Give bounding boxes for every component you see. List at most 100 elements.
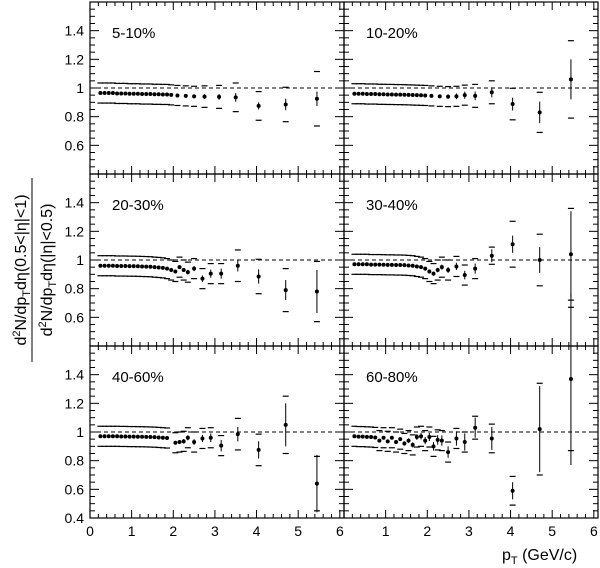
data-point <box>140 264 145 269</box>
data-point <box>98 91 103 96</box>
data-point <box>381 262 386 267</box>
data-point <box>148 92 153 97</box>
data-point <box>177 440 182 445</box>
data-point <box>256 103 261 108</box>
x-tick-label: 5 <box>548 523 556 539</box>
y-tick-label: 1.2 <box>65 51 85 67</box>
data-point <box>192 266 197 271</box>
data-point <box>406 263 411 268</box>
data-point <box>389 435 394 440</box>
y-tick-label: 1.4 <box>65 23 85 39</box>
centrality-label: 30-40% <box>366 197 418 214</box>
data-point <box>183 93 188 98</box>
x-tick-label: 1 <box>382 523 390 539</box>
data-point <box>148 435 153 440</box>
data-point <box>102 434 107 439</box>
data-point <box>110 434 115 439</box>
y-tick-label: 0.4 <box>65 510 85 526</box>
y-tick-label: 1 <box>76 252 84 268</box>
y-den-rest: dη(|η|<0.5) <box>39 204 56 281</box>
y-tick-label: 0.6 <box>65 481 85 497</box>
data-point <box>431 271 436 276</box>
data-point <box>123 91 128 96</box>
data-point <box>394 440 399 445</box>
data-point <box>373 435 378 440</box>
data-point <box>406 438 411 443</box>
data-point <box>140 92 145 97</box>
data-point <box>144 92 149 97</box>
panels-group: 5-10% 0.6 0.8 1 1.2 1.4 10-20% 20-30% 0.6 0.8 1 1.2… <box>65 1 599 539</box>
data-point <box>381 92 386 97</box>
data-point <box>489 90 494 95</box>
data-point <box>473 93 478 98</box>
data-point <box>160 92 165 97</box>
data-point <box>373 92 378 97</box>
data-point <box>423 266 428 271</box>
data-point <box>127 434 132 439</box>
y-num-sub: T <box>21 290 33 297</box>
data-point <box>156 435 161 440</box>
y-tick-label: 0.8 <box>65 453 85 469</box>
y-num-exp: 2 <box>11 331 23 337</box>
data-point <box>385 439 390 444</box>
data-point <box>283 102 288 107</box>
data-point <box>398 437 403 442</box>
data-point <box>414 93 419 98</box>
data-point <box>192 94 197 99</box>
data-point <box>356 434 361 439</box>
data-point <box>394 263 399 268</box>
y-tick-label: 1.2 <box>65 223 85 239</box>
data-point <box>373 262 378 267</box>
data-point <box>115 264 120 269</box>
data-point <box>398 263 403 268</box>
y-tick-label: 0.6 <box>65 137 85 153</box>
data-point <box>352 434 357 439</box>
data-point <box>394 92 399 97</box>
data-point <box>135 264 140 269</box>
x-tick-label: 4 <box>507 523 515 539</box>
y-den-sub: T <box>47 281 59 288</box>
data-point <box>127 264 132 269</box>
data-point <box>165 92 170 97</box>
x-tick-label: 3 <box>465 523 473 539</box>
data-point <box>402 263 407 268</box>
y-tick-label: 1 <box>76 424 84 440</box>
data-point <box>439 438 444 443</box>
data-point <box>377 92 382 97</box>
data-point <box>402 92 407 97</box>
data-point <box>160 435 165 440</box>
data-point <box>144 264 149 269</box>
data-point <box>389 262 394 267</box>
x-tick-label: 4 <box>253 523 261 539</box>
data-point <box>439 265 444 270</box>
data-point <box>410 263 415 268</box>
data-point <box>414 264 419 269</box>
x-axis-label-rest: (GeV/c) <box>518 547 578 564</box>
panel-5-10%: 5-10% 0.6 0.8 1 1.2 1.4 <box>65 1 345 175</box>
data-point <box>160 265 165 270</box>
data-point <box>454 264 459 269</box>
data-point <box>256 274 261 279</box>
data-point <box>119 434 124 439</box>
data-point <box>102 263 107 268</box>
data-point <box>314 289 319 294</box>
data-point <box>510 488 515 493</box>
panel-40-60%: 40-60% 0.4 0.6 0.8 1 1.2 1.4 0 1 2 3 4 5 6 <box>65 345 345 539</box>
y-den-exp: 2 <box>37 321 49 327</box>
data-point <box>175 93 180 98</box>
data-point <box>156 265 161 270</box>
data-point <box>165 266 170 271</box>
data-point <box>568 376 573 381</box>
data-point <box>235 263 240 268</box>
x-tick-label: 6 <box>336 523 344 539</box>
data-point <box>389 92 394 97</box>
data-point <box>156 92 161 97</box>
data-point <box>356 262 361 267</box>
data-point <box>369 435 374 440</box>
data-point <box>283 288 288 293</box>
data-point <box>360 434 365 439</box>
data-point <box>419 434 424 439</box>
data-point <box>208 271 213 276</box>
y-axis-label-numerator: d2N/dpTdη(0.5<|η|<1) <box>11 194 33 345</box>
